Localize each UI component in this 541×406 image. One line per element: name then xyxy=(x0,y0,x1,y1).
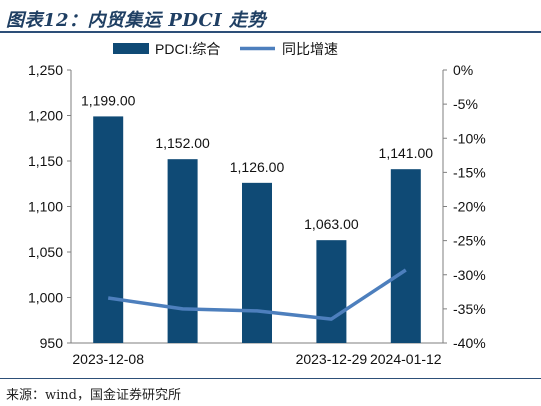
right-tick-label: -35% xyxy=(453,301,486,317)
x-tick-label: 2023-12-08 xyxy=(72,351,144,367)
bar-data-label: 1,141.00 xyxy=(379,145,434,161)
bar-data-label: 1,152.00 xyxy=(155,135,210,151)
right-tick-label: -40% xyxy=(453,335,486,351)
bar-data-label: 1,126.00 xyxy=(230,159,285,175)
legend-swatch-bar xyxy=(113,43,149,54)
right-tick-label: -20% xyxy=(453,199,486,215)
bar xyxy=(390,169,421,343)
left-tick-label: 1,200 xyxy=(28,108,63,124)
left-tick-label: 1,000 xyxy=(28,290,63,306)
bar xyxy=(93,116,124,343)
right-tick-label: -30% xyxy=(453,267,486,283)
right-tick-label: -25% xyxy=(453,233,486,249)
x-tick-label: 2024-01-12 xyxy=(370,351,442,367)
bar xyxy=(242,182,272,343)
left-tick-label: 1,050 xyxy=(28,244,63,260)
bar-data-label: 1,199.00 xyxy=(81,92,136,108)
right-tick-label: -10% xyxy=(453,130,486,146)
legend-label-bar: PDCI:综合 xyxy=(155,41,220,57)
title-rule xyxy=(0,31,541,33)
footer-rule xyxy=(0,378,541,379)
yoy-growth-line xyxy=(107,268,407,321)
right-tick-label: 0% xyxy=(453,62,473,78)
left-tick-label: 1,150 xyxy=(28,153,63,169)
x-tick-label: 2023-12-29 xyxy=(296,351,368,367)
right-tick-label: -5% xyxy=(453,96,478,112)
left-tick-label: 1,250 xyxy=(28,62,63,78)
chart-title: 图表12：内贸集运 PDCI 走势 xyxy=(6,10,266,31)
legend-label-line: 同比增速 xyxy=(282,41,338,57)
bar xyxy=(167,159,198,343)
right-tick-label: -15% xyxy=(453,164,486,180)
bar-data-label: 1,063.00 xyxy=(304,216,359,232)
source-note: 来源：wind，国金证券研究所 xyxy=(6,388,181,403)
left-tick-label: 950 xyxy=(40,335,64,351)
bar xyxy=(316,240,347,343)
left-tick-label: 1,100 xyxy=(28,199,63,215)
